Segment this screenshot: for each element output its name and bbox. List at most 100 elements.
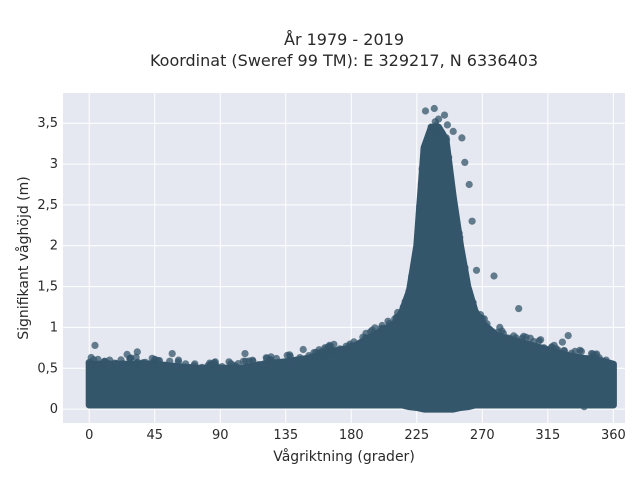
- scatter-point: [325, 346, 333, 354]
- scatter-point: [435, 115, 443, 123]
- scatter-point: [540, 344, 548, 352]
- scatter-point: [91, 341, 99, 349]
- x-tick-label: 0: [85, 428, 93, 443]
- scatter-point: [243, 362, 251, 371]
- scatter-point: [371, 324, 379, 332]
- y-tick-label: 3,5: [37, 116, 58, 131]
- y-tick-label: 2: [50, 239, 58, 254]
- scatter-point: [391, 315, 399, 323]
- scatter-point: [106, 356, 114, 364]
- scatter-point: [241, 350, 249, 358]
- scatter-point: [251, 362, 259, 370]
- scatter-point: [510, 332, 518, 340]
- scatter-point: [359, 333, 367, 341]
- scatter-point: [454, 231, 463, 239]
- point-cloud: [85, 123, 617, 413]
- x-tick-label: 45: [146, 428, 163, 443]
- scatter-point: [530, 338, 538, 346]
- scatter-point: [490, 272, 498, 280]
- scatter-point: [417, 180, 425, 188]
- scatter-point: [583, 358, 591, 366]
- scatter-point: [496, 323, 504, 331]
- x-tick-label: 360: [601, 428, 626, 443]
- x-tick-label: 135: [273, 428, 298, 443]
- y-tick-label: 1,5: [37, 280, 58, 295]
- scatter-point: [263, 354, 271, 363]
- scatter-point: [371, 332, 379, 340]
- scatter-point: [469, 299, 477, 307]
- scatter-point: [94, 355, 102, 363]
- scatter-point: [191, 360, 199, 368]
- scatter-point: [299, 345, 307, 354]
- x-axis-label: Vågriktning (grader): [273, 448, 415, 465]
- scatter-point: [445, 153, 453, 161]
- scatter-point: [133, 348, 141, 356]
- scatter-point: [260, 360, 268, 368]
- scatter-point: [416, 202, 424, 210]
- scatter-point: [173, 366, 181, 374]
- y-tick-label: 2,5: [37, 198, 58, 213]
- scatter-point: [168, 350, 176, 358]
- scatter-point: [551, 399, 559, 407]
- scatter-point: [602, 356, 610, 364]
- scatter-point: [412, 250, 420, 258]
- scatter-point: [587, 350, 596, 358]
- scatter-point: [580, 403, 588, 411]
- scatter-point: [358, 339, 366, 347]
- scatter-point: [548, 343, 556, 352]
- scatter-point: [248, 356, 257, 364]
- scatter-point: [465, 287, 473, 295]
- scatter-point: [134, 358, 142, 366]
- scatter-point: [558, 338, 567, 346]
- scatter-point: [576, 346, 584, 354]
- scatter-point: [522, 333, 530, 341]
- scatter-point: [410, 261, 418, 269]
- x-tick-label: 270: [470, 428, 495, 443]
- scatter-point: [465, 180, 473, 189]
- scatter-point: [385, 320, 394, 328]
- scatter-point: [560, 347, 568, 355]
- scatter-point: [564, 332, 572, 340]
- scatter-point: [239, 357, 248, 365]
- scatter-point: [428, 126, 436, 134]
- scatter-point: [440, 111, 449, 119]
- scatter-point: [526, 343, 534, 351]
- y-tick-label: 0,5: [37, 361, 58, 376]
- scatter-point: [399, 303, 407, 311]
- scatter-point: [350, 338, 358, 346]
- scatter-point: [225, 358, 233, 366]
- scatter-point: [484, 325, 492, 333]
- scatter-point: [182, 360, 190, 368]
- scatter-point: [128, 362, 136, 370]
- scatter-point: [305, 355, 313, 363]
- chart-title-line1: År 1979 - 2019: [284, 30, 404, 49]
- scatter-point: [458, 134, 466, 142]
- scatter-point: [568, 349, 576, 357]
- y-tick-label: 1: [50, 320, 58, 335]
- scatter-point: [205, 365, 213, 374]
- scatter-point: [272, 354, 281, 363]
- scatter-point: [593, 350, 601, 358]
- scatter-point: [573, 354, 581, 362]
- scatter-point: [397, 310, 405, 318]
- scatter-point: [408, 272, 416, 280]
- x-tick-label: 180: [339, 428, 364, 443]
- scatter-point: [442, 136, 451, 144]
- chart-title-line2: Koordinat (Sweref 99 TM): E 329217, N 63…: [150, 51, 538, 70]
- scatter-point: [443, 121, 451, 129]
- scatter-point: [123, 350, 131, 358]
- x-tick-label: 315: [535, 428, 560, 443]
- scatter-point: [153, 360, 161, 368]
- scatter-point: [310, 349, 318, 357]
- y-tick-label: 0: [50, 402, 58, 417]
- scatter-point: [230, 361, 238, 370]
- scatter-point: [289, 357, 297, 365]
- scatter-point: [449, 127, 457, 135]
- y-axis-label: Signifikant våghöjd (m): [15, 176, 32, 339]
- x-tick-label: 90: [212, 428, 229, 443]
- scatter-points: [85, 104, 617, 413]
- y-axis-ticks: 0 0,5 1 1,5 2 2,5 3 3,5: [37, 116, 58, 417]
- scatter-point: [430, 104, 438, 113]
- x-axis-ticks: 0 45 90 135 180 225 270 315 360: [85, 428, 626, 443]
